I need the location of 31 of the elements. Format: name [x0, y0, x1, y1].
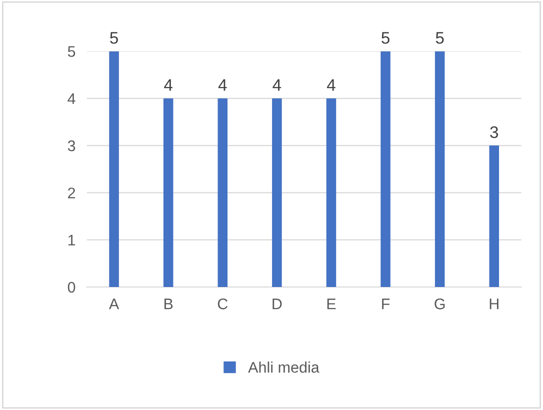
bar [218, 98, 228, 287]
bar [489, 146, 500, 287]
x-tick-label: F [382, 298, 390, 310]
y-tick-label: 2 [68, 188, 76, 198]
y-tick-label: 3 [68, 140, 76, 152]
x-tick-label: G [434, 298, 445, 310]
x-tick-label: H [490, 298, 498, 310]
y-tick-label: 0 [68, 282, 76, 293]
x-tick-label: B [164, 298, 173, 310]
bar [109, 51, 119, 287]
x-tick-label: C [218, 298, 228, 310]
data-label: 4 [326, 79, 336, 91]
bar [380, 51, 390, 287]
data-label: 4 [272, 79, 282, 91]
y-tick-label: 4 [68, 93, 76, 104]
y-tick-label: 1 [68, 234, 76, 246]
data-label: 5 [436, 32, 444, 44]
y-tick-label: 5 [68, 46, 76, 57]
x-tick-label: A [108, 298, 120, 310]
bar [326, 98, 336, 287]
data-label: 4 [164, 79, 172, 91]
x-tick-label: E [327, 298, 336, 310]
data-label: 3 [490, 126, 498, 138]
x-tick-label: D [272, 298, 282, 310]
data-label: 5 [110, 32, 118, 44]
bar [434, 51, 445, 287]
legend-label: Ahli media [248, 362, 320, 373]
bar [272, 98, 282, 287]
data-label: 5 [382, 32, 390, 44]
data-label: 4 [218, 79, 227, 91]
bar [163, 98, 174, 287]
